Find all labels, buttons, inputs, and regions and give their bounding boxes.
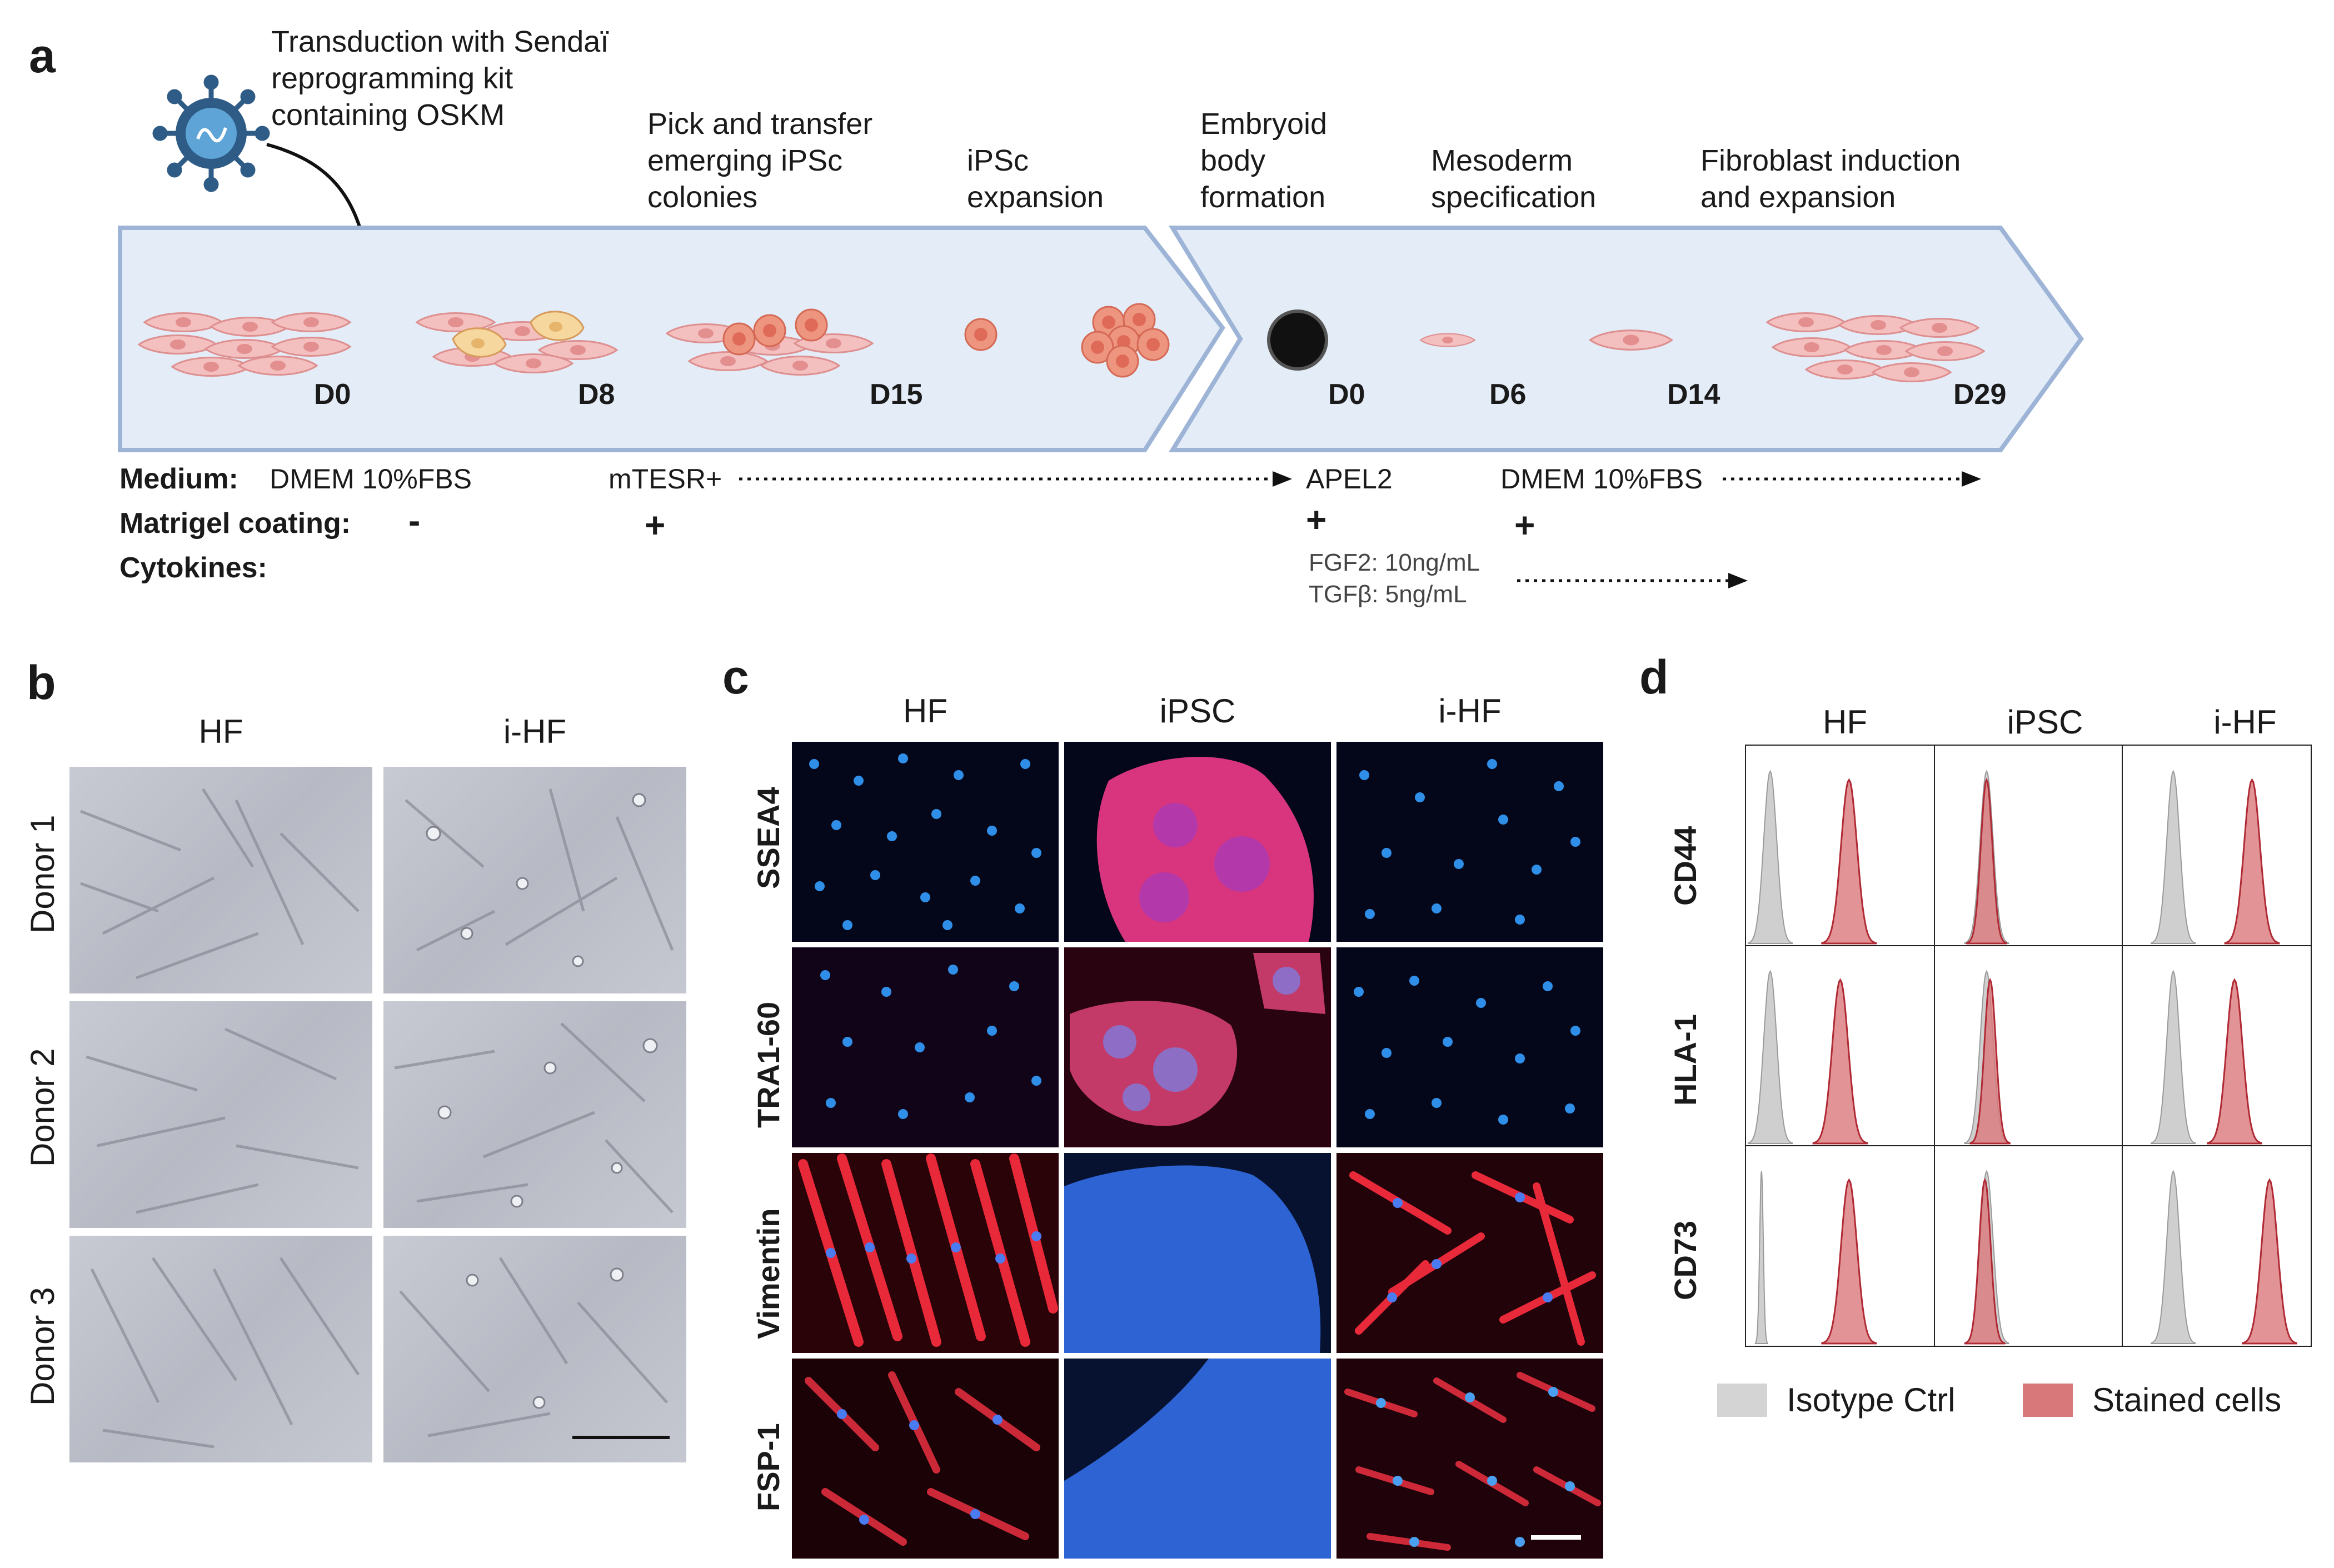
step-mesoderm: Mesoderm specification bbox=[1431, 144, 1597, 214]
marker-label: FSP-1 bbox=[751, 1423, 786, 1511]
brightfield-image bbox=[69, 767, 372, 993]
brightfield-image bbox=[69, 1001, 372, 1228]
matrigel-sign: + bbox=[1514, 505, 1535, 545]
brightfield-image bbox=[383, 1236, 686, 1462]
fluorescence-image bbox=[1336, 1359, 1603, 1559]
fluorescence-image bbox=[1336, 742, 1603, 942]
column-header: HF bbox=[1823, 703, 1867, 741]
medium-value: mTESR+ bbox=[609, 463, 722, 495]
step-fibroblast-induction: Fibroblast induction and expansion bbox=[1700, 144, 1961, 214]
fluorescence-image bbox=[792, 742, 1059, 942]
histogram-stained-peak bbox=[1821, 778, 1877, 945]
day-label: D6 bbox=[1489, 378, 1527, 411]
marker-label: CD73 bbox=[1668, 1220, 1703, 1300]
row-label: Donor 2 bbox=[24, 1048, 61, 1167]
histogram-svg bbox=[1746, 746, 2311, 1346]
step-embryoid-body: Embryoid body formation bbox=[1200, 107, 1328, 214]
protocol-timeline bbox=[118, 226, 2084, 452]
histogram-stained-peak bbox=[1964, 1177, 2006, 1345]
dotted-arrows bbox=[739, 471, 1981, 588]
column-header: iPSC bbox=[1159, 692, 1236, 730]
histogram-stained-peak bbox=[1821, 1178, 1877, 1345]
marker-label: Vimentin bbox=[751, 1208, 786, 1339]
cytokine-value: TGFβ: 5ng/mL bbox=[1309, 581, 1467, 608]
histogram-isotype-peak bbox=[2151, 1170, 2196, 1344]
marker-label: TRA1-60 bbox=[751, 1001, 786, 1128]
day-label: D8 bbox=[578, 378, 615, 411]
fluorescence-image bbox=[792, 1153, 1059, 1353]
fluorescence-image bbox=[792, 947, 1059, 1147]
column-header: i-HF bbox=[1438, 692, 1502, 730]
histogram-stained-peak bbox=[1969, 977, 2011, 1145]
panel-a-label: a bbox=[29, 29, 56, 83]
column-header: i-HF bbox=[2213, 703, 2277, 741]
column-header: iPSC bbox=[2007, 703, 2083, 741]
cytokines-label: Cytokines: bbox=[119, 552, 267, 584]
legend-label-stained: Stained cells bbox=[2092, 1381, 2282, 1419]
brightfield-image bbox=[69, 1236, 372, 1462]
medium-label: Medium: bbox=[119, 463, 238, 495]
sendai-virus-icon bbox=[152, 74, 270, 192]
histogram-isotype-peak bbox=[2151, 770, 2196, 944]
matrigel-sign: - bbox=[408, 501, 421, 541]
day-label: D0 bbox=[1328, 378, 1365, 411]
fluorescence-image bbox=[1336, 947, 1603, 1147]
row-label: Donor 1 bbox=[24, 815, 61, 933]
cytokine-value: FGF2: 10ng/mL bbox=[1309, 549, 1480, 576]
step-ipsc-expansion: iPSc expansion bbox=[967, 144, 1104, 214]
step-pick-transfer: Pick and transfer emerging iPSc colonies bbox=[647, 107, 873, 214]
marker-label: SSEA4 bbox=[751, 787, 786, 889]
brightfield-image bbox=[383, 1001, 686, 1228]
column-header: i-HF bbox=[503, 713, 567, 750]
marker-label: CD44 bbox=[1668, 826, 1703, 906]
marker-label: HLA-1 bbox=[1668, 1014, 1703, 1106]
legend-label-isotype: Isotype Ctrl bbox=[1787, 1381, 1956, 1419]
matrigel-sign: + bbox=[645, 505, 666, 545]
histogram-stained-peak bbox=[2224, 778, 2280, 945]
scale-bar bbox=[572, 1436, 670, 1439]
step-transduction: Transduction with Sendaï reprogramming k… bbox=[271, 25, 609, 132]
medium-value: APEL2 bbox=[1306, 463, 1393, 495]
column-header: HF bbox=[198, 713, 243, 750]
panel-d-label: d bbox=[1639, 651, 1669, 704]
scale-bar bbox=[1531, 1535, 1581, 1540]
brightfield-image bbox=[383, 767, 686, 993]
day-label: D15 bbox=[870, 378, 923, 411]
histogram-isotype-peak bbox=[2151, 970, 2196, 1144]
reprogramming-arrow bbox=[118, 226, 1225, 452]
fluorescence-image bbox=[1064, 742, 1331, 942]
medium-value: DMEM 10%FBS bbox=[1500, 463, 1703, 495]
fluorescence-image bbox=[1064, 947, 1331, 1147]
histogram-isotype-peak bbox=[1747, 970, 1793, 1144]
fluorescence-image bbox=[792, 1359, 1059, 1559]
histogram-stained-peak bbox=[2207, 978, 2262, 1145]
column-header: HF bbox=[903, 692, 947, 730]
day-label: D14 bbox=[1667, 378, 1720, 411]
flow-histogram-grid bbox=[1745, 745, 2312, 1347]
histogram-stained-peak bbox=[1812, 978, 1868, 1145]
row-label: Donor 3 bbox=[24, 1287, 61, 1406]
histogram-stained-peak bbox=[2242, 1178, 2297, 1345]
legend-swatch-stained bbox=[2023, 1384, 2073, 1417]
fluorescence-image bbox=[1336, 1153, 1603, 1353]
legend-swatch-isotype bbox=[1717, 1384, 1767, 1417]
fluorescence-image bbox=[1064, 1153, 1331, 1353]
fluorescence-image bbox=[1064, 1359, 1331, 1559]
embryoid-body bbox=[1267, 309, 1328, 371]
matrigel-sign: + bbox=[1306, 500, 1327, 540]
medium-value: DMEM 10%FBS bbox=[270, 463, 472, 495]
matrigel-label: Matrigel coating: bbox=[119, 507, 351, 540]
histogram-isotype-peak bbox=[1747, 770, 1793, 944]
histogram-stained-peak bbox=[1966, 777, 2007, 945]
day-label: D29 bbox=[1953, 378, 2007, 411]
day-label: D0 bbox=[314, 378, 351, 411]
histogram-isotype-peak bbox=[1754, 1171, 1768, 1344]
panel-c-label: c bbox=[722, 651, 749, 704]
panel-b-label: b bbox=[27, 656, 56, 710]
